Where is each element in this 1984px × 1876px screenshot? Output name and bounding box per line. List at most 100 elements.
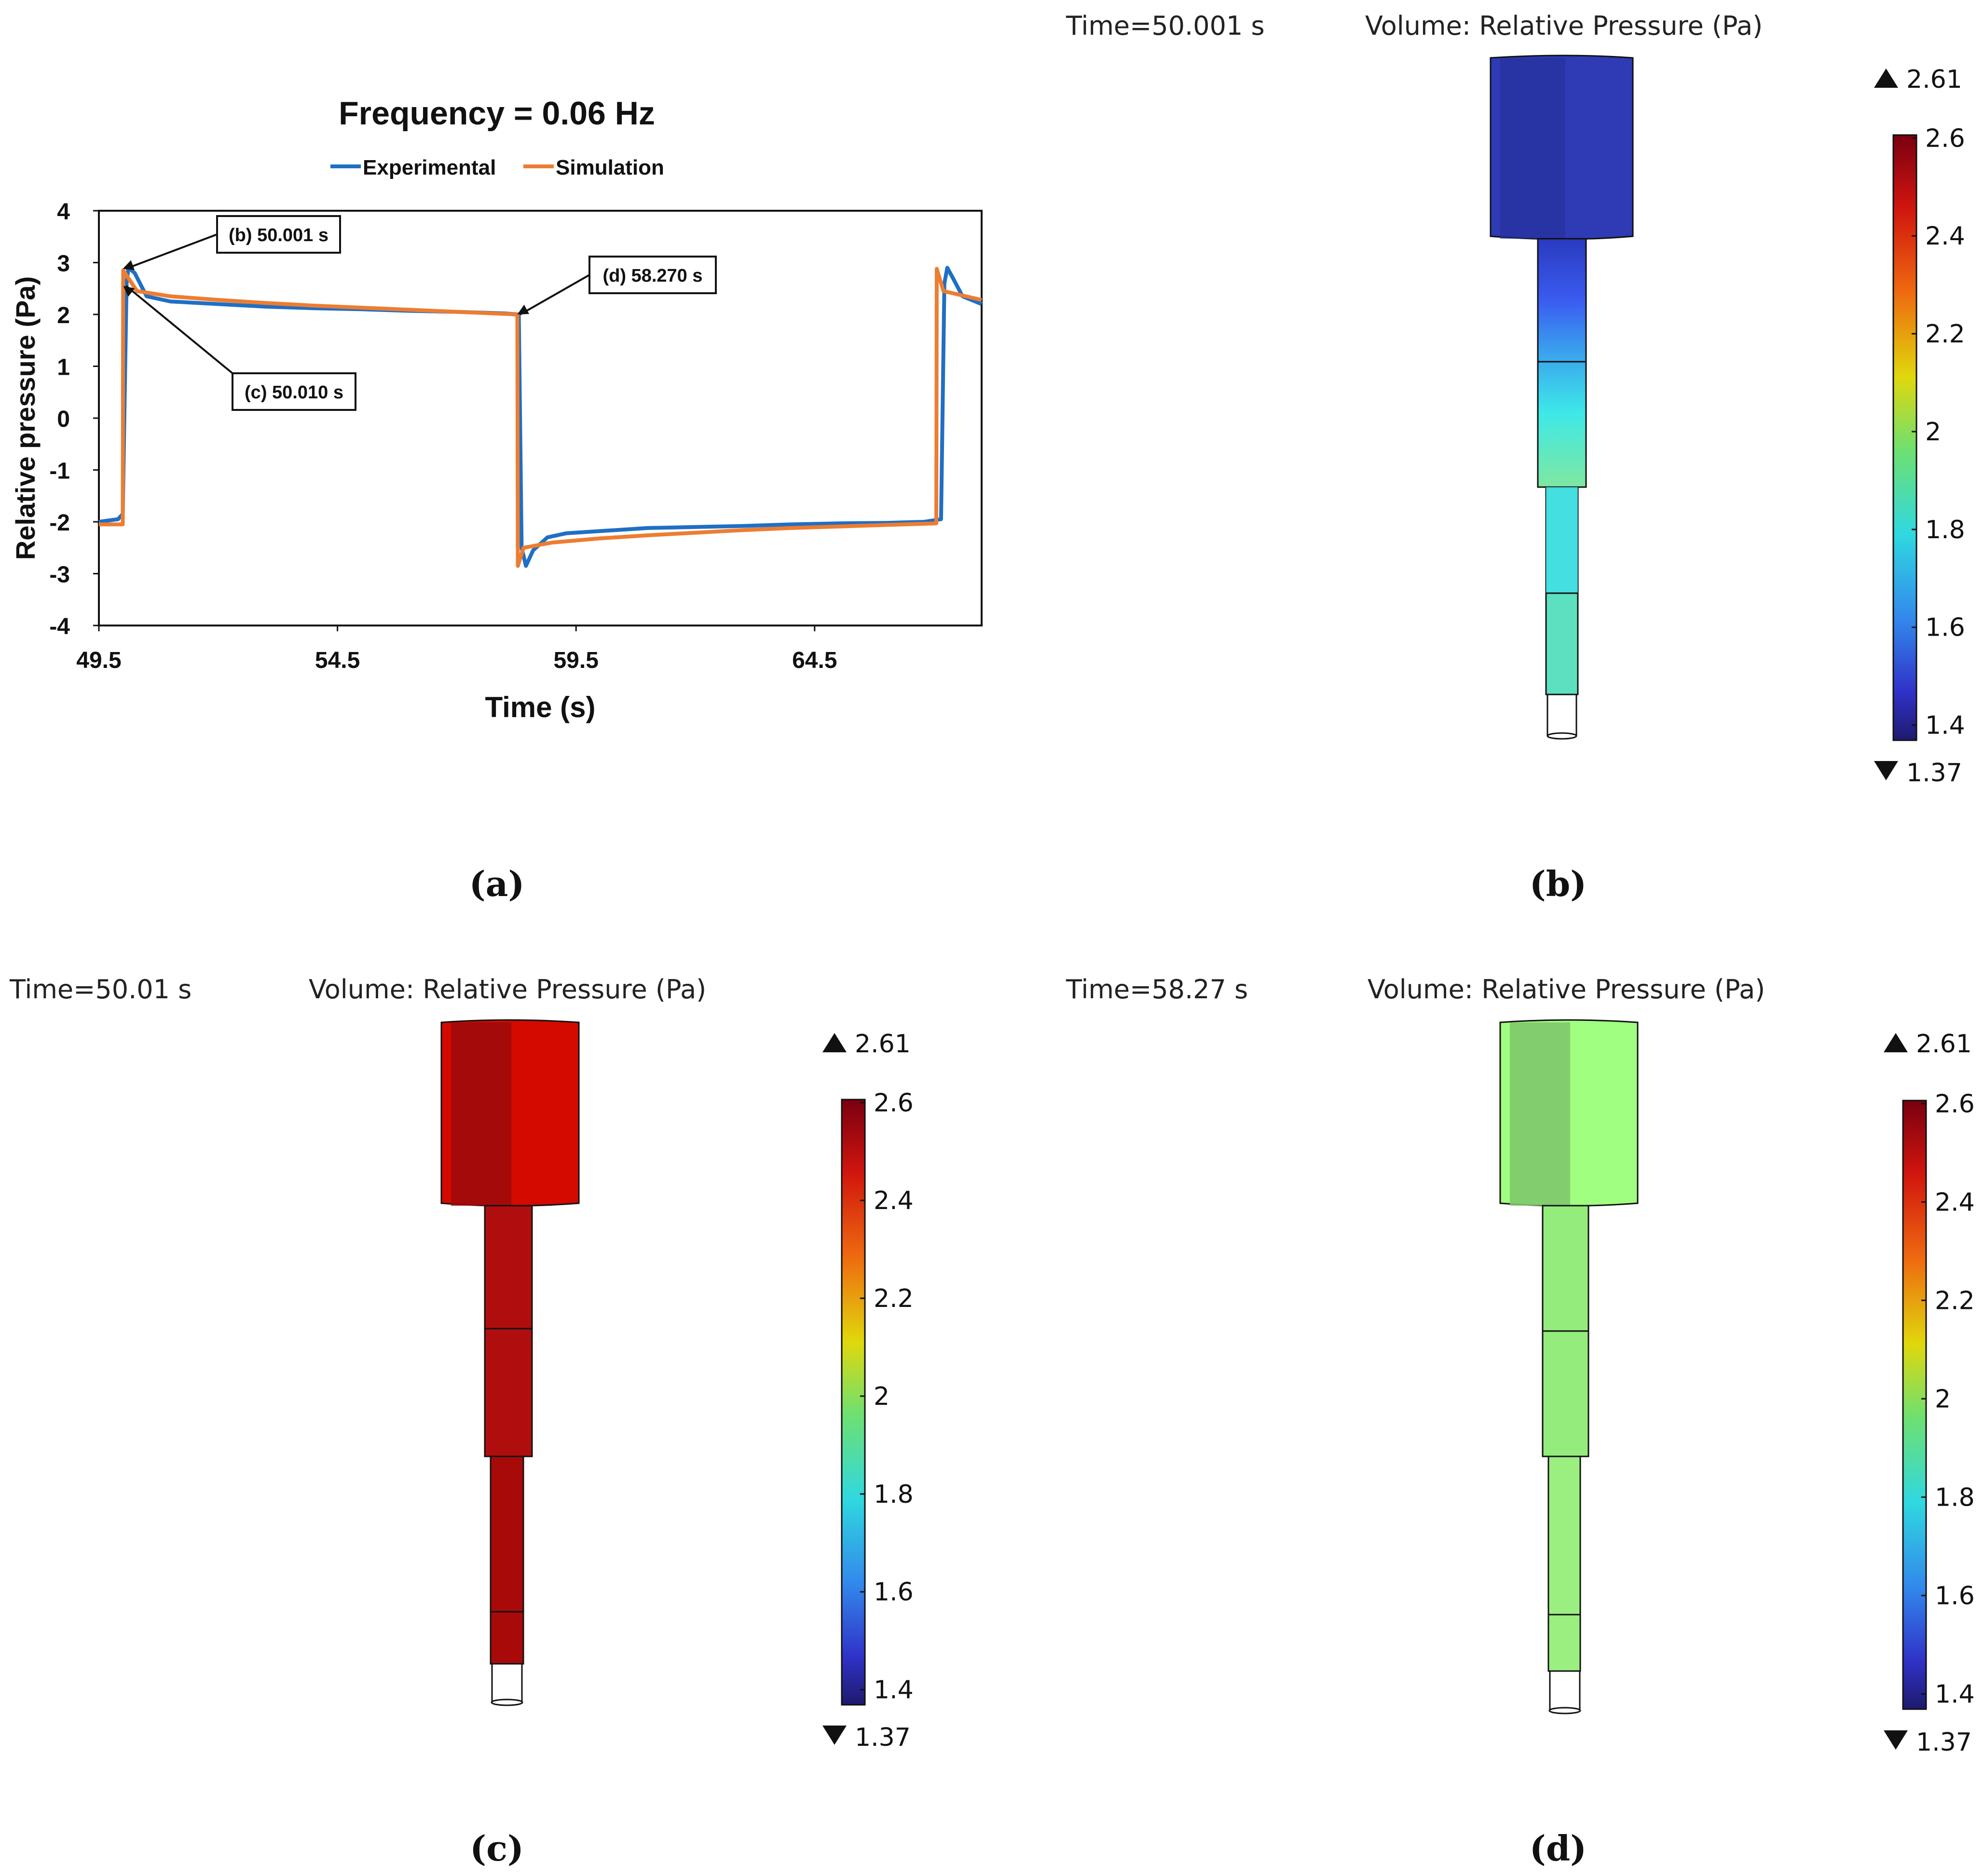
- annotation-arrow: [125, 285, 233, 374]
- colorbar-d: 2.61 2.6 2.4 2.2 2 1.8 1.6 1.4 1.37: [1884, 1030, 1975, 1757]
- colorbar-gradient-c: [841, 1099, 866, 1706]
- geometry-stem2-fill-b: [1546, 487, 1578, 593]
- geometry-head-shade-c: [451, 1022, 511, 1206]
- geometry-tip-end-c: [491, 1699, 523, 1706]
- series-line-simulation: [99, 267, 982, 568]
- y-axis-label: Relative pressure (Pa): [10, 276, 41, 560]
- max-marker-icon: [822, 1033, 847, 1052]
- y-tick-label: -1: [49, 459, 70, 484]
- chart-a: Frequency = 0.06 Hz Experimental Simulat…: [10, 95, 983, 723]
- caption-a: (a): [469, 863, 525, 904]
- annotation-label: (c) 50.010 s: [245, 382, 343, 403]
- x-tick-label: 54.5: [315, 648, 360, 673]
- annotation-label: (b) 50.001 s: [229, 225, 328, 245]
- colorbar-tick-label: 2.2: [874, 1284, 914, 1313]
- annotation-arrow: [520, 274, 590, 315]
- colorbar-tick-label: 1.8: [1925, 516, 1965, 544]
- geometry-stem1-c: [484, 1205, 533, 1457]
- colorbar-max-label: 2.61: [855, 1030, 911, 1059]
- geometry-head-shade-d: [1510, 1022, 1570, 1206]
- series-line-experimental: [98, 266, 983, 568]
- colorbar-min-label: 1.37: [855, 1723, 911, 1752]
- geometry-stem1-b: [1537, 238, 1587, 488]
- colorbar-tick-label: 1.6: [874, 1578, 914, 1607]
- colorbar-tick-label: 1.8: [874, 1480, 914, 1509]
- plot-title-d: Volume: Relative Pressure (Pa): [1368, 974, 1765, 1005]
- plot-title-b: Volume: Relative Pressure (Pa): [1365, 11, 1763, 41]
- geometry-head-shade-b: [1500, 58, 1565, 239]
- caption-d: (d): [1529, 1828, 1587, 1869]
- colorbar-tick-label: 2.6: [1925, 124, 1965, 153]
- y-tick-label: 0: [57, 407, 70, 432]
- colorbar-ticks-d: 2.6 2.4 2.2 2 1.8 1.6 1.4: [1921, 1089, 1975, 1709]
- annotation-arrow: [125, 233, 218, 270]
- colorbar-tick-label: 1.4: [874, 1676, 914, 1705]
- colorbar-ticks-b: 2.6 2.4 2.2 2 1.8 1.6 1.4: [1912, 124, 1965, 740]
- time-label-d: Time=58.27 s: [1066, 974, 1248, 1005]
- colorbar-c: 2.61 2.6 2.4 2.2 2 1.8 1.6 1.4 1.37: [822, 1030, 914, 1752]
- min-marker-icon: [1874, 761, 1898, 780]
- annotation-label: (d) 58.270 s: [603, 266, 703, 286]
- max-marker-icon: [1874, 68, 1898, 88]
- y-tick-label: 1: [57, 355, 70, 381]
- annotation-box: [232, 372, 356, 411]
- x-tick-label: 49.5: [76, 648, 121, 673]
- plot-area: [98, 210, 983, 626]
- colorbar-tick-label: 2: [1925, 418, 1941, 447]
- colorbar-tick-label: 1.8: [1935, 1483, 1975, 1512]
- series-layer: [98, 266, 983, 568]
- colorbar-tick-label: 1.6: [1935, 1581, 1975, 1610]
- colorbar-tick-label: 1.6: [1925, 613, 1965, 642]
- colorbar-tick-label: 2.6: [1935, 1089, 1975, 1118]
- annotation-layer: (b) 50.001 s (c) 50.010 s (d) 58.270 s: [123, 215, 717, 411]
- legend-experimental-label: Experimental: [363, 156, 496, 179]
- geometry-tip-end-b: [1546, 732, 1577, 740]
- max-marker-icon: [1884, 1033, 1908, 1052]
- geometry-tip-c: [491, 1663, 523, 1703]
- colorbar-gradient-b: [1892, 134, 1917, 741]
- legend-simulation-label: Simulation: [556, 156, 664, 179]
- colorbar-tick-label: 2.2: [1935, 1286, 1975, 1315]
- colorbar-tick-label: 2.4: [1925, 222, 1965, 251]
- geometry-tip-end-d: [1548, 1707, 1581, 1714]
- colorbar-tick-label: 2.4: [874, 1186, 914, 1215]
- x-axis-label: Time (s): [485, 691, 596, 723]
- min-marker-icon: [822, 1726, 847, 1745]
- chart-title: Frequency = 0.06 Hz: [339, 95, 655, 132]
- min-marker-icon: [1884, 1730, 1908, 1750]
- y-tick-label: 2: [57, 303, 70, 328]
- time-label-c: Time=50.01 s: [10, 974, 192, 1005]
- geometry-c: [440, 1019, 580, 1706]
- geometry-b: [1490, 54, 1634, 740]
- y-tick-label: 3: [57, 251, 70, 277]
- x-tick-label: 59.5: [553, 648, 598, 673]
- colorbar-min-label: 1.37: [1906, 759, 1962, 788]
- colorbar-tick-label: 2.4: [1935, 1188, 1975, 1217]
- geometry-d: [1499, 1019, 1639, 1714]
- colorbar-tick-label: 2.6: [874, 1088, 914, 1117]
- y-tick-label: 4: [57, 199, 70, 225]
- colorbar-tick-label: 2.2: [1925, 320, 1965, 349]
- annotation-box: [216, 215, 341, 254]
- annotation-arrowhead: [517, 304, 530, 314]
- annotation-arrowhead: [123, 285, 135, 297]
- x-tick-label: 64.5: [792, 648, 837, 673]
- colorbar-tick-label: 1.4: [1925, 711, 1965, 740]
- legend: Experimental Simulation: [330, 156, 664, 179]
- y-tick-label: -4: [49, 614, 70, 639]
- colorbar-gradient-d: [1902, 1100, 1927, 1710]
- colorbar-max-label: 2.61: [1916, 1030, 1972, 1059]
- geometry-stem2-c: [490, 1455, 524, 1665]
- y-axis-ticks: 4 3 2 1 0 -1 -2 -3 -4: [49, 199, 99, 639]
- colorbar-ticks-c: 2.6 2.4 2.2 2 1.8 1.6 1.4: [860, 1088, 914, 1705]
- x-axis-ticks: 49.5 54.5 59.5 64.5: [76, 625, 837, 673]
- colorbar-b: 2.61 2.6 2.4 2.2 2 1.8 1.6 1.4 1.37: [1874, 65, 1965, 788]
- annotation-box: [588, 256, 717, 294]
- geometry-stem2-d: [1547, 1455, 1581, 1672]
- colorbar-min-label: 1.37: [1916, 1728, 1972, 1757]
- annotation-arrowhead: [123, 260, 135, 271]
- y-tick-label: -3: [49, 562, 70, 588]
- colorbar-tick-label: 2: [1935, 1385, 1951, 1414]
- caption-b: (b): [1529, 863, 1587, 904]
- y-tick-label: -2: [49, 510, 70, 536]
